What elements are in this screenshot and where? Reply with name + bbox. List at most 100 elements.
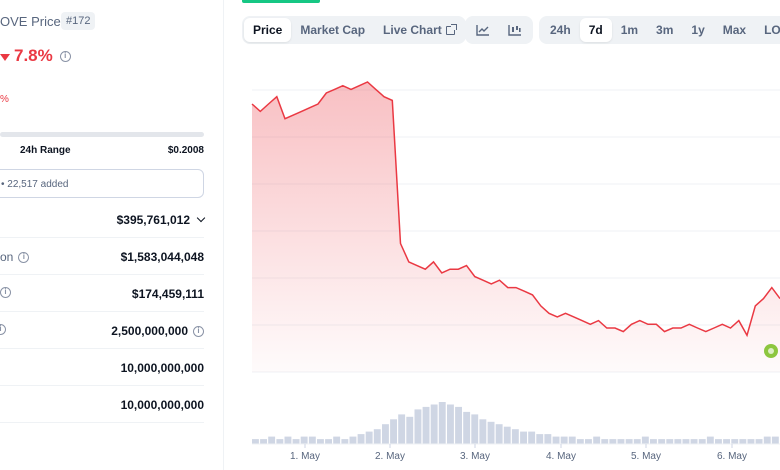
volume-bar xyxy=(690,439,698,444)
volume-bar xyxy=(357,434,365,444)
stat-label-circulating: i xyxy=(0,324,6,335)
volume-bar xyxy=(698,439,706,444)
volume-bar xyxy=(755,439,763,444)
stat-value-max-supply: 10,000,000,000 xyxy=(120,398,204,412)
price-chart[interactable]: 1. May 2. May 3. May 4. May 5. May 6. May xyxy=(225,0,780,470)
range-high: $0.2008 xyxy=(167,145,204,156)
stat-row-max-supply: 10,000,000,000 xyxy=(0,386,204,423)
volume-bar xyxy=(658,439,666,444)
range-1y[interactable]: 1y xyxy=(691,23,705,37)
volume-bar xyxy=(706,436,714,444)
volume-bar xyxy=(666,439,674,444)
tab-price[interactable]: Price xyxy=(244,18,292,42)
volume-bar xyxy=(503,426,511,444)
line-chart-button[interactable] xyxy=(467,18,499,42)
range-bar xyxy=(0,132,204,137)
pinned-marker-icon[interactable] xyxy=(764,344,778,358)
volume-bar xyxy=(723,439,730,444)
down-triangle-icon xyxy=(0,53,10,61)
tab-live-chart-label: Live Chart xyxy=(383,23,442,37)
volume-bar xyxy=(747,439,755,444)
volume-bar xyxy=(617,439,625,444)
volume-bar xyxy=(585,439,592,444)
coin-stats-panel: OVE Price #172 7.8% i % 24h Range $0.200… xyxy=(0,0,224,470)
range-7d[interactable]: 7d xyxy=(579,18,612,42)
volume-bar xyxy=(325,439,332,444)
volume-bar xyxy=(422,406,430,444)
chart-tab-group: Price Market Cap Live Chart xyxy=(242,16,466,44)
time-range-group: 24h 7d 1m 3m 1y Max LOG xyxy=(539,16,780,44)
btc-change: % xyxy=(0,94,9,105)
volume-bar xyxy=(438,402,446,444)
chevron-down-icon[interactable] xyxy=(196,213,206,223)
volume-bar xyxy=(365,431,373,444)
x-tick-label: 5. May xyxy=(631,451,661,462)
candlestick-button[interactable] xyxy=(499,18,531,42)
volume-bar xyxy=(390,419,397,444)
volume-bar xyxy=(333,436,341,444)
volume-bar xyxy=(682,439,690,444)
stat-label-volume: i xyxy=(0,287,11,298)
volume-bar xyxy=(300,436,308,444)
volume-bar xyxy=(260,439,267,444)
volume-bar xyxy=(373,429,381,444)
volume-bar xyxy=(495,424,503,444)
volume-bar xyxy=(715,439,722,444)
volume-bar xyxy=(641,436,649,444)
volume-bar xyxy=(398,414,406,444)
tab-market-cap[interactable]: Market Cap xyxy=(300,23,366,37)
range-max[interactable]: Max xyxy=(722,23,747,37)
volume-bar xyxy=(487,421,495,444)
range-1m[interactable]: 1m xyxy=(620,23,639,37)
stat-label: on xyxy=(0,250,14,264)
stat-row-fdv: on i $1,583,044,048 xyxy=(0,238,204,275)
volume-bar xyxy=(601,439,609,444)
info-icon[interactable]: i xyxy=(0,324,6,335)
volume-bar xyxy=(593,436,601,444)
volume-bar xyxy=(674,439,682,444)
info-icon[interactable]: i xyxy=(0,287,11,298)
volume-bar xyxy=(511,429,519,444)
watchlist-button[interactable]: • 22,517 added xyxy=(0,169,204,198)
volume-bar xyxy=(560,436,568,444)
price-change: 7.8% i xyxy=(0,46,71,66)
volume-bar xyxy=(528,431,536,444)
range-3m[interactable]: 3m xyxy=(656,23,674,37)
volume-bar xyxy=(544,434,552,444)
stat-value-fdv: $1,583,044,048 xyxy=(120,250,204,264)
range-label: 24h Range xyxy=(20,145,71,156)
tab-live-chart[interactable]: Live Chart xyxy=(374,18,464,42)
x-tick-label: 2. May xyxy=(375,451,405,462)
info-icon[interactable]: i xyxy=(59,50,71,62)
volume-bar xyxy=(463,411,471,444)
volume-bar xyxy=(382,424,389,444)
volume-bar xyxy=(308,436,316,444)
volume-bar xyxy=(414,409,422,444)
volume-bar xyxy=(536,434,544,444)
stat-value-market-cap[interactable]: $395,761,012 xyxy=(116,213,206,227)
range-log[interactable]: LOG xyxy=(764,23,780,37)
volume-bar xyxy=(633,439,641,444)
volume-bar xyxy=(650,439,657,444)
stat-value: $395,761,012 xyxy=(116,213,190,227)
volume-bar xyxy=(771,436,779,444)
info-icon[interactable]: i xyxy=(193,325,204,337)
candlestick-icon xyxy=(508,25,521,36)
stat-row-circulating-supply: i 2,500,000,000 i xyxy=(0,312,204,349)
range-24h[interactable]: 24h xyxy=(550,23,571,37)
volume-bar xyxy=(268,436,276,444)
volume-bar xyxy=(406,416,414,444)
coin-price-title: OVE Price xyxy=(0,14,61,29)
volume-bar xyxy=(731,439,739,444)
volume-bar xyxy=(292,439,300,444)
volume-bar xyxy=(739,439,747,444)
chart-panel: Price Market Cap Live Chart 24h 7d 1m 3m xyxy=(225,0,780,470)
volume-bar xyxy=(349,436,357,444)
volume-bar xyxy=(284,436,292,444)
info-icon[interactable]: i xyxy=(18,251,30,263)
price-area-fill xyxy=(252,82,780,372)
stat-row-volume: i $174,459,111 xyxy=(0,275,204,312)
volume-bar xyxy=(568,436,576,444)
stat-value: 2,500,000,000 xyxy=(111,324,188,338)
volume-bar xyxy=(609,439,617,444)
